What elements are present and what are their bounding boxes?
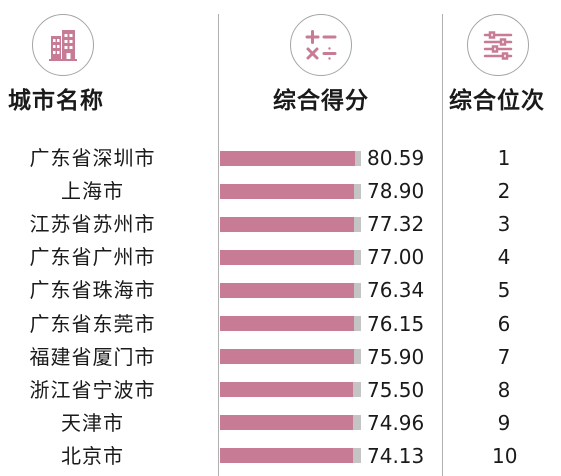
score-value-label: 77.32 — [367, 212, 425, 237]
score-value-label: 76.15 — [367, 311, 425, 336]
city-label: 广东省广州市 — [29, 245, 156, 270]
score-bar — [220, 382, 354, 398]
rank-value: 4 — [497, 245, 511, 270]
score-bar — [220, 415, 354, 431]
score-value-label: 78.90 — [367, 179, 425, 204]
city-name-header: 城市名称 — [8, 88, 104, 114]
rank-value: 6 — [497, 311, 511, 336]
rank-value: 5 — [497, 278, 511, 303]
rank-value: 9 — [497, 410, 511, 435]
city-label: 广东省珠海市 — [29, 278, 156, 303]
city-label: 福建省厦门市 — [29, 344, 156, 369]
score-bar — [220, 349, 354, 365]
sliders-icon — [467, 14, 529, 76]
city-label: 江苏省苏州市 — [29, 212, 156, 237]
building-icon — [32, 14, 94, 76]
score-value-label: 74.13 — [367, 443, 425, 468]
rank-value: 10 — [492, 443, 518, 468]
city-label: 上海市 — [61, 179, 124, 204]
city-label: 天津市 — [61, 410, 124, 435]
score-value-label: 77.00 — [367, 245, 425, 270]
score-bar — [220, 282, 354, 298]
rank-value: 2 — [497, 179, 511, 204]
score-bar — [220, 249, 354, 265]
column-divider-left — [218, 14, 219, 476]
score-bar — [220, 150, 355, 166]
rank-value: 1 — [497, 146, 511, 170]
score-bar — [220, 216, 354, 232]
math-operators-icon — [290, 14, 352, 76]
score-bar — [220, 183, 355, 199]
city-label: 广东省东莞市 — [29, 311, 156, 336]
score-bar — [220, 448, 353, 464]
city-label: 北京市 — [61, 443, 124, 468]
composite-score-header: 综合得分 — [273, 88, 369, 114]
score-value-label: 74.96 — [367, 410, 425, 435]
score-value-label: 75.90 — [367, 344, 425, 369]
city-label: 广东省深圳市 — [29, 146, 156, 170]
city-label: 浙江省宁波市 — [29, 377, 156, 402]
rank-value: 8 — [497, 377, 511, 402]
score-value-label: 80.59 — [367, 146, 425, 170]
composite-rank-header: 综合位次 — [449, 88, 545, 114]
score-value-label: 75.50 — [367, 377, 425, 402]
rank-value: 7 — [497, 344, 511, 369]
column-divider-right — [442, 14, 443, 476]
score-value-label: 76.34 — [367, 278, 425, 303]
rank-value: 3 — [497, 212, 511, 237]
score-bar — [220, 316, 354, 331]
